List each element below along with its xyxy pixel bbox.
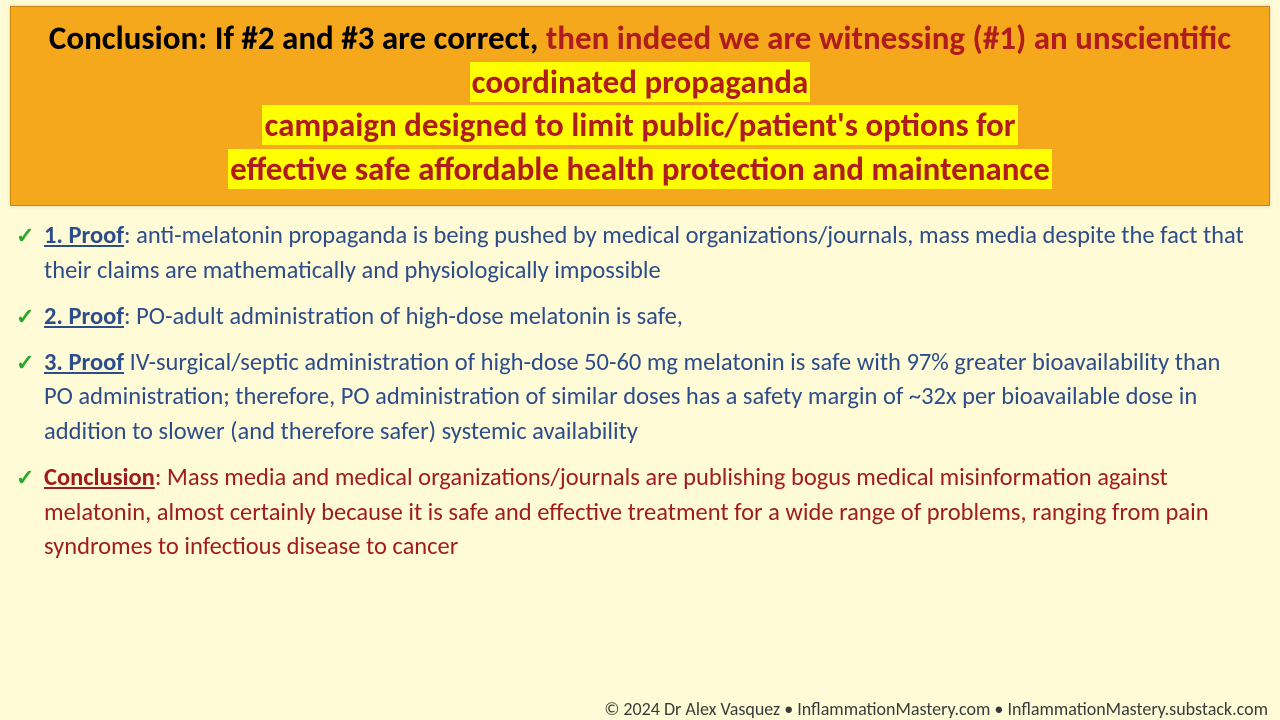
item-label: 3. Proof [44, 347, 124, 377]
checkmark-icon: ✓ [16, 462, 34, 493]
checkmark-icon: ✓ [16, 220, 34, 251]
checkmark-icon: ✓ [16, 347, 34, 378]
item-body: IV-surgical/septic administration of hig… [44, 347, 1220, 447]
list-item: ✓ 2. Proof: PO-adult administration of h… [44, 299, 1254, 334]
conclusion-header: Conclusion: If #2 and #3 are correct, th… [10, 6, 1270, 206]
proof-list: ✓ 1. Proof: anti-melatonin propaganda is… [0, 216, 1280, 564]
item-label: 1. Proof [44, 220, 124, 250]
header-lead-black: Conclusion: If #2 and #3 are correct, [49, 18, 546, 58]
header-highlight-1: coordinated propaganda [470, 62, 811, 102]
item-body: : PO-adult administration of high-dose m… [124, 301, 683, 331]
list-item: ✓ Conclusion: Mass media and medical org… [44, 460, 1254, 564]
footer-attribution: © 2024 Dr Alex Vasquez • InflammationMas… [604, 698, 1268, 720]
header-red-1: then indeed we are witnessing (#1) an un… [546, 18, 1231, 58]
list-item: ✓ 1. Proof: anti-melatonin propaganda is… [44, 218, 1254, 288]
item-body: : Mass media and medical organizations/j… [44, 462, 1209, 562]
checkmark-icon: ✓ [16, 301, 34, 332]
header-highlight-3: effective safe affordable health protect… [228, 149, 1052, 189]
list-item: ✓ 3. Proof IV-surgical/septic administra… [44, 345, 1254, 449]
item-label: Conclusion [44, 462, 155, 492]
item-body: : anti-melatonin propaganda is being pus… [44, 220, 1244, 285]
item-label: 2. Proof [44, 301, 124, 331]
header-highlight-2: campaign designed to limit public/patien… [262, 105, 1017, 145]
